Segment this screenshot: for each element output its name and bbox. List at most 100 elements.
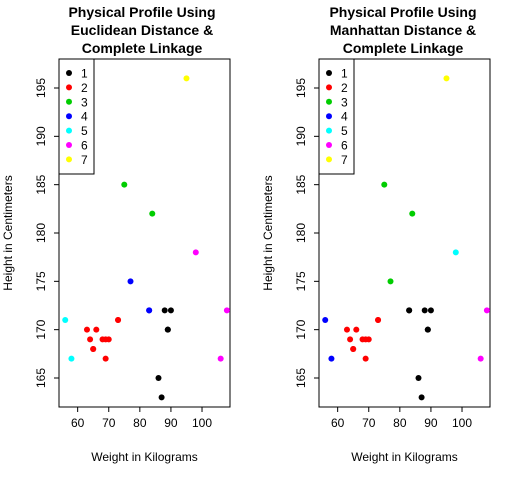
- y-tick-label: 185: [294, 174, 308, 194]
- x-tick-label: 90: [164, 416, 178, 430]
- y-tick-label: 190: [34, 126, 48, 146]
- data-point-cluster-1: [164, 326, 171, 333]
- data-point-cluster-2: [375, 317, 382, 323]
- y-tick-label: 165: [34, 368, 48, 388]
- x-tick-label: 100: [452, 416, 472, 430]
- data-point-cluster-3: [381, 181, 388, 188]
- data-point-cluster-1: [161, 307, 168, 314]
- data-point-cluster-1: [155, 375, 162, 381]
- legend-label: 4: [341, 110, 348, 124]
- x-tick-label: 100: [192, 416, 212, 430]
- y-tick-label: 165: [294, 368, 308, 388]
- chart-title-line: Physical Profile Using: [329, 4, 476, 20]
- chart-panel-euclidean: Physical Profile Using Euclidean Distance…: [1, 4, 231, 464]
- data-point-cluster-5: [452, 249, 459, 256]
- data-point-cluster-6: [477, 355, 484, 362]
- legend-label: 1: [341, 67, 348, 81]
- data-point-cluster-2: [347, 336, 354, 343]
- y-tick-label: 190: [294, 126, 308, 146]
- data-point-cluster-2: [115, 317, 122, 323]
- data-point-cluster-6: [483, 307, 490, 314]
- x-tick-label: 70: [362, 416, 376, 430]
- chart-title-line: Complete Linkage: [343, 40, 464, 56]
- data-point-cluster-6: [217, 355, 224, 362]
- legend-label: 5: [341, 124, 348, 138]
- data-point-cluster-6: [192, 249, 199, 256]
- data-point-cluster-5: [62, 317, 69, 323]
- legend-label: 4: [81, 110, 88, 124]
- legend-label: 3: [341, 95, 348, 109]
- data-point-cluster-2: [93, 326, 100, 333]
- data-point-cluster-4: [127, 278, 134, 285]
- legend-marker: [326, 156, 332, 163]
- legend-marker: [66, 142, 72, 148]
- data-point-cluster-2: [365, 336, 372, 343]
- legend-marker: [66, 127, 72, 134]
- data-point-cluster-5: [68, 355, 75, 362]
- data-point-cluster-2: [353, 326, 360, 333]
- legend-label: 3: [81, 95, 88, 109]
- legend-box: [318, 58, 355, 175]
- legend-marker: [326, 70, 332, 76]
- legend-marker: [66, 113, 72, 120]
- x-tick-label: 90: [424, 416, 438, 430]
- legend-marker: [66, 84, 72, 91]
- data-point-cluster-2: [102, 355, 109, 362]
- y-tick-label: 195: [294, 78, 308, 98]
- y-tick-label: 170: [34, 319, 48, 339]
- legend-label: 6: [341, 139, 348, 153]
- chart-title-line: Complete Linkage: [82, 40, 203, 56]
- data-point-cluster-1: [424, 326, 431, 333]
- y-tick-label: 175: [294, 271, 308, 291]
- y-tick-label: 180: [34, 223, 48, 243]
- legend-label: 7: [81, 153, 88, 167]
- data-point-cluster-2: [83, 326, 90, 333]
- data-point-cluster-6: [223, 307, 230, 314]
- data-point-cluster-2: [105, 336, 112, 343]
- data-point-cluster-7: [183, 75, 190, 82]
- y-axis-label: Height in Centimeters: [261, 175, 275, 290]
- data-point-cluster-1: [406, 307, 413, 314]
- data-point-cluster-2: [90, 346, 97, 352]
- data-point-cluster-2: [350, 346, 357, 352]
- legend-label: 1: [81, 67, 88, 81]
- y-tick-label: 180: [294, 223, 308, 243]
- x-tick-label: 60: [331, 416, 345, 430]
- chart-title-line: Physical Profile Using: [68, 4, 215, 20]
- data-point-cluster-2: [343, 326, 350, 333]
- chart-panel-manhattan: Physical Profile Using Manhattan Distance…: [261, 4, 491, 464]
- chart-title-line: Euclidean Distance &: [71, 22, 213, 38]
- legend-marker: [66, 98, 72, 105]
- legend-marker: [326, 98, 332, 105]
- legend-marker: [326, 84, 332, 91]
- data-point-cluster-1: [418, 394, 425, 401]
- data-point-cluster-4: [322, 317, 329, 323]
- legend-marker: [326, 127, 332, 134]
- legend-label: 2: [81, 81, 88, 95]
- data-point-cluster-7: [443, 75, 450, 82]
- data-point-cluster-1: [415, 375, 422, 381]
- data-point-cluster-2: [362, 355, 369, 362]
- x-tick-label: 60: [71, 416, 85, 430]
- data-point-cluster-3: [121, 181, 128, 188]
- data-point-cluster-2: [87, 336, 94, 343]
- data-point-cluster-1: [427, 307, 434, 314]
- legend-marker: [66, 156, 72, 163]
- legend-marker: [326, 142, 332, 148]
- legend-label: 5: [81, 124, 88, 138]
- y-tick-label: 170: [294, 319, 308, 339]
- legend-label: 6: [81, 139, 88, 153]
- legend-box: [58, 58, 95, 175]
- x-tick-label: 80: [393, 416, 407, 430]
- x-tick-label: 80: [133, 416, 147, 430]
- data-point-cluster-1: [421, 307, 428, 314]
- data-point-cluster-4: [146, 307, 153, 314]
- x-axis-label: Weight in Kilograms: [351, 450, 458, 464]
- x-tick-label: 70: [102, 416, 116, 430]
- legend-marker: [66, 70, 72, 76]
- data-point-cluster-4: [328, 355, 335, 362]
- y-tick-label: 175: [34, 271, 48, 291]
- legend-label: 7: [341, 153, 348, 167]
- data-point-cluster-3: [387, 278, 394, 285]
